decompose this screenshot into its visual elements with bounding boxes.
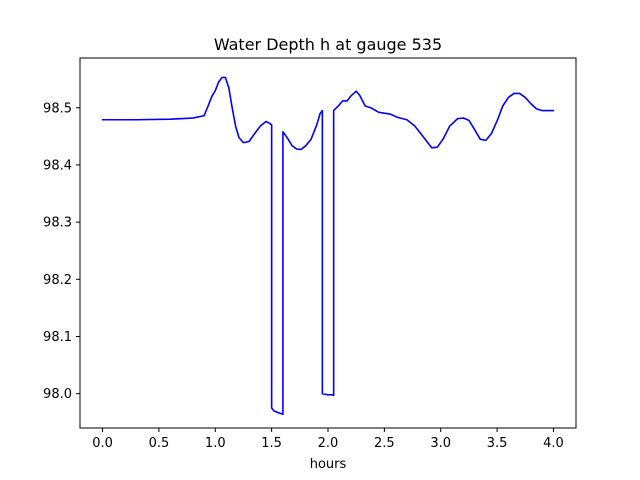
x-tick-label: 0.0 <box>92 436 113 451</box>
x-axis: 0.0 0.5 1.0 1.5 2.0 2.5 3.0 3.5 4.0 <box>92 428 564 451</box>
x-axis-label: hours <box>310 457 347 472</box>
chart-title: Water Depth h at gauge 535 <box>214 35 442 54</box>
x-tick-label: 3.5 <box>487 436 508 451</box>
plot-area <box>79 57 577 429</box>
x-tick-label: 0.5 <box>149 436 170 451</box>
y-tick-label: 98.3 <box>43 216 72 231</box>
x-tick-label: 2.5 <box>374 436 395 451</box>
series-layer <box>101 76 555 416</box>
y-tick-label: 98.2 <box>43 273 72 288</box>
y-tick-label: 98.1 <box>43 330 72 345</box>
y-tick-label: 98.4 <box>43 158 72 173</box>
x-tick-label: 1.0 <box>205 436 226 451</box>
x-tick-label: 2.0 <box>318 436 339 451</box>
x-tick-label: 3.0 <box>430 436 451 451</box>
y-axis: 98.0 98.1 98.2 98.3 98.4 98.5 <box>43 101 80 402</box>
x-tick-label: 4.0 <box>543 436 564 451</box>
x-tick-label: 1.5 <box>261 436 282 451</box>
y-tick-label: 98.5 <box>43 101 72 116</box>
y-tick-label: 98.0 <box>43 387 72 402</box>
series-line-0 <box>101 76 555 416</box>
